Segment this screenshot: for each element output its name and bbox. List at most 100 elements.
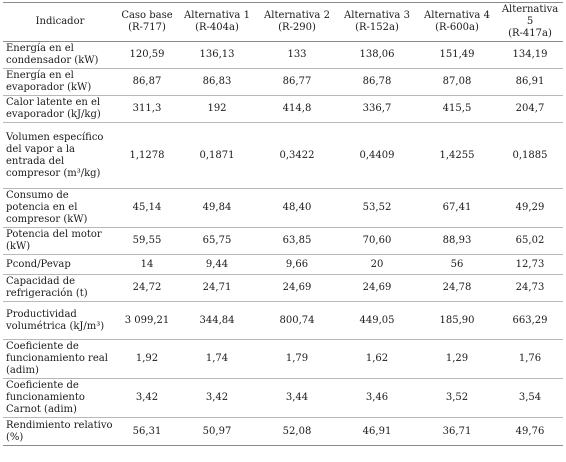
value-cell: 14 bbox=[117, 254, 177, 275]
value-cell: 414,8 bbox=[257, 95, 337, 123]
value-cell: 24,69 bbox=[337, 274, 417, 302]
value-cell: 1,29 bbox=[417, 339, 497, 379]
table-row: Calor latente en el evaporador (kJ/kg) 31… bbox=[3, 95, 563, 123]
table-row: Coeficiente de funcionamiento Carnot (ad… bbox=[3, 378, 563, 418]
indicator-label: Potencia del motor (kW) bbox=[3, 227, 117, 255]
value-cell: 3,52 bbox=[417, 378, 497, 418]
value-cell: 70,60 bbox=[337, 227, 417, 255]
header-alternativa-1: Alternativa 1 (R-404a) bbox=[177, 2, 257, 42]
value-cell: 3,42 bbox=[117, 378, 177, 418]
header-indicador: Indicador bbox=[3, 2, 117, 42]
value-cell: 67,41 bbox=[417, 188, 497, 228]
value-cell: 49,76 bbox=[497, 417, 563, 446]
table-row: Coeficiente de funcionamiento real (adim… bbox=[3, 339, 563, 379]
value-cell: 46,91 bbox=[337, 417, 417, 446]
value-cell: 86,87 bbox=[117, 68, 177, 96]
value-cell: 1,92 bbox=[117, 339, 177, 379]
value-cell: 20 bbox=[337, 254, 417, 275]
value-cell: 24,73 bbox=[497, 274, 563, 302]
refrigerant-comparison-table-container: Indicador Caso base (R-717) Alternativa 1… bbox=[3, 2, 563, 446]
value-cell: 311,3 bbox=[117, 95, 177, 123]
value-cell: 59,55 bbox=[117, 227, 177, 255]
value-cell: 0,4409 bbox=[337, 122, 417, 189]
value-cell: 449,05 bbox=[337, 301, 417, 340]
indicator-label: Energía en el condensador (kW) bbox=[3, 41, 117, 69]
table-row: Productividad volumétrica (kJ/m³) 3 099,2… bbox=[3, 301, 563, 340]
value-cell: 49,84 bbox=[177, 188, 257, 228]
value-cell: 86,91 bbox=[497, 68, 563, 96]
value-cell: 1,76 bbox=[497, 339, 563, 379]
value-cell: 9,66 bbox=[257, 254, 337, 275]
value-cell: 56,31 bbox=[117, 417, 177, 446]
value-cell: 1,1278 bbox=[117, 122, 177, 189]
header-alternativa-5: Alternativa 5 (R-417a) bbox=[497, 2, 563, 42]
table-row: Rendimiento relativo (%) 56,31 50,97 52,08 4… bbox=[3, 417, 563, 446]
value-cell: 24,71 bbox=[177, 274, 257, 302]
value-cell: 87,08 bbox=[417, 68, 497, 96]
value-cell: 65,02 bbox=[497, 227, 563, 255]
value-cell: 663,29 bbox=[497, 301, 563, 340]
value-cell: 3,42 bbox=[177, 378, 257, 418]
indicator-label: Calor latente en el evaporador (kJ/kg) bbox=[3, 95, 117, 123]
value-cell: 52,08 bbox=[257, 417, 337, 446]
value-cell: 3,46 bbox=[337, 378, 417, 418]
value-cell: 48,40 bbox=[257, 188, 337, 228]
table-body: Energía en el condensador (kW) 120,59 136,… bbox=[3, 41, 563, 446]
table-header: Indicador Caso base (R-717) Alternativa 1… bbox=[3, 2, 563, 42]
table-row: Energía en el condensador (kW) 120,59 136,… bbox=[3, 41, 563, 69]
indicator-label: Pcond/Pevap bbox=[3, 254, 117, 275]
indicator-label: Rendimiento relativo (%) bbox=[3, 417, 117, 446]
value-cell: 120,59 bbox=[117, 41, 177, 69]
value-cell: 24,78 bbox=[417, 274, 497, 302]
value-cell: 134,19 bbox=[497, 41, 563, 69]
value-cell: 12,73 bbox=[497, 254, 563, 275]
value-cell: 1,4255 bbox=[417, 122, 497, 189]
value-cell: 49,29 bbox=[497, 188, 563, 228]
header-alternativa-2: Alternativa 2 (R-290) bbox=[257, 2, 337, 42]
value-cell: 136,13 bbox=[177, 41, 257, 69]
table-row: Consumo de potencia en el compresor (kW)… bbox=[3, 188, 563, 228]
value-cell: 192 bbox=[177, 95, 257, 123]
table-row: Volumen específico del vapor a la entrad… bbox=[3, 122, 563, 189]
value-cell: 53,52 bbox=[337, 188, 417, 228]
value-cell: 9,44 bbox=[177, 254, 257, 275]
table-row: Potencia del motor (kW) 59,55 65,75 63,85 70… bbox=[3, 227, 563, 255]
value-cell: 3 099,21 bbox=[117, 301, 177, 340]
table-row: Energía en el evaporador (kW) 86,87 86,83 8… bbox=[3, 68, 563, 96]
value-cell: 86,77 bbox=[257, 68, 337, 96]
indicator-label: Volumen específico del vapor a la entrad… bbox=[3, 122, 117, 189]
value-cell: 151,49 bbox=[417, 41, 497, 69]
value-cell: 185,90 bbox=[417, 301, 497, 340]
header-alternativa-4: Alternativa 4 (R-600a) bbox=[417, 2, 497, 42]
value-cell: 36,71 bbox=[417, 417, 497, 446]
header-alternativa-3: Alternativa 3 (R-152a) bbox=[337, 2, 417, 42]
value-cell: 86,78 bbox=[337, 68, 417, 96]
value-cell: 1,79 bbox=[257, 339, 337, 379]
value-cell: 24,72 bbox=[117, 274, 177, 302]
indicator-label: Coeficiente de funcionamiento real (adim… bbox=[3, 339, 117, 379]
indicator-label: Productividad volumétrica (kJ/m³) bbox=[3, 301, 117, 340]
value-cell: 204,7 bbox=[497, 95, 563, 123]
table-row: Capacidad de refrigeración (t) 24,72 24,71… bbox=[3, 274, 563, 302]
value-cell: 0,3422 bbox=[257, 122, 337, 189]
value-cell: 45,14 bbox=[117, 188, 177, 228]
value-cell: 1,74 bbox=[177, 339, 257, 379]
value-cell: 86,83 bbox=[177, 68, 257, 96]
indicator-label: Consumo de potencia en el compresor (kW) bbox=[3, 188, 117, 228]
value-cell: 1,62 bbox=[337, 339, 417, 379]
value-cell: 800,74 bbox=[257, 301, 337, 340]
header-row: Indicador Caso base (R-717) Alternativa 1… bbox=[3, 2, 563, 42]
value-cell: 0,1885 bbox=[497, 122, 563, 189]
value-cell: 3,44 bbox=[257, 378, 337, 418]
value-cell: 56 bbox=[417, 254, 497, 275]
value-cell: 138,06 bbox=[337, 41, 417, 69]
indicator-label: Coeficiente de funcionamiento Carnot (ad… bbox=[3, 378, 117, 418]
value-cell: 336,7 bbox=[337, 95, 417, 123]
value-cell: 133 bbox=[257, 41, 337, 69]
value-cell: 344,84 bbox=[177, 301, 257, 340]
header-caso-base: Caso base (R-717) bbox=[117, 2, 177, 42]
indicator-label: Energía en el evaporador (kW) bbox=[3, 68, 117, 96]
refrigerant-comparison-table: Indicador Caso base (R-717) Alternativa 1… bbox=[3, 2, 563, 446]
value-cell: 65,75 bbox=[177, 227, 257, 255]
table-row: Pcond/Pevap 14 9,44 9,66 20 56 12,73 bbox=[3, 254, 563, 275]
